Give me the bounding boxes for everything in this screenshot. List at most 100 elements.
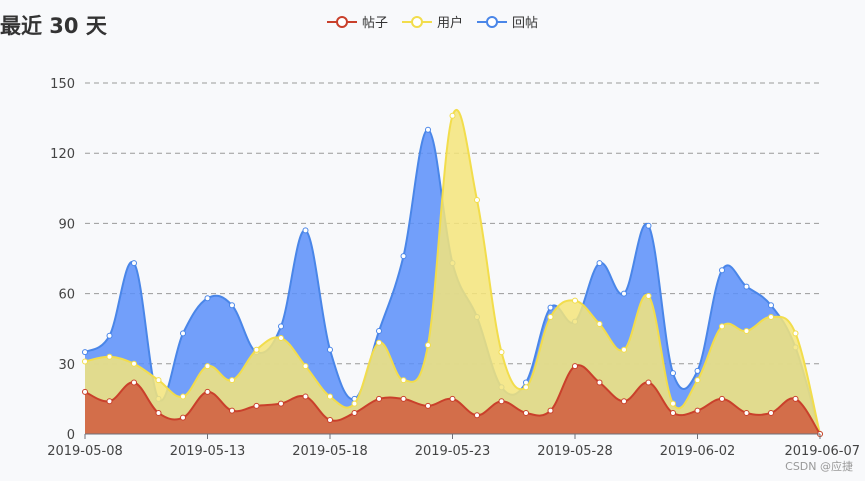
y-tick-label: 0 [67,428,75,443]
data-point-users [302,363,309,370]
data-point-replies [719,267,725,274]
data-point-posts [768,409,774,416]
data-point-posts [572,363,578,370]
data-point-posts [670,409,676,416]
x-tick-label: 2019-06-02 [660,444,736,459]
data-point-posts [204,388,211,395]
legend-circle-icon [326,15,357,28]
y-tick-label: 30 [58,358,75,373]
x-tick-label: 2019-05-23 [415,444,491,459]
data-point-users [376,339,382,346]
data-point-replies [694,367,701,374]
data-point-posts [498,398,505,405]
data-point-posts [523,409,529,416]
data-point-posts [155,409,162,416]
legend-label-replies: 回帖 [512,16,539,31]
data-point-replies [302,227,309,234]
data-point-replies [278,323,284,330]
data-point-posts [719,395,725,402]
data-point-posts [82,388,88,395]
data-point-users [523,384,529,391]
data-point-users [204,363,211,370]
data-point-users [425,342,431,349]
legend-item-posts[interactable]: 帖子 [326,12,388,31]
legend-item-replies[interactable]: 回帖 [477,12,538,31]
data-point-posts [376,395,382,402]
legend-item-users[interactable]: 用户 [401,12,463,31]
data-point-posts [400,395,407,402]
data-point-users [131,360,137,367]
y-tick-label: 120 [50,147,75,162]
data-point-posts [302,393,309,400]
data-point-replies [621,290,627,297]
data-point-users [645,292,652,299]
data-point-users [768,314,774,320]
data-point-users [596,321,603,328]
data-point-posts [351,409,358,416]
watermark: CSDN @应捷 [785,460,853,473]
data-point-users [719,323,725,330]
x-tick-label: 2019-05-08 [47,444,123,459]
x-tick-label: 2019-06-07 [784,444,860,459]
y-tick-label: 60 [58,288,75,303]
x-tick-label: 2019-05-13 [170,444,246,459]
chart-legend: 帖子 用户 回帖 [0,12,865,31]
data-point-replies [376,328,382,335]
data-point-users [155,377,162,384]
series-line-users [84,108,821,435]
y-tick-label: 150 [50,77,75,92]
data-point-replies [106,332,113,339]
data-point-posts [449,395,456,402]
y-tick-label: 90 [58,217,75,232]
data-point-posts [621,398,627,405]
data-point-users [621,346,627,353]
data-point-posts [131,379,137,386]
data-point-replies [204,295,211,302]
data-point-users [82,358,88,365]
legend-label-users: 用户 [436,16,463,31]
data-point-posts [596,379,603,386]
data-point-posts [327,416,333,423]
series-area-users [85,109,820,434]
data-point-users [400,377,407,384]
data-point-posts [792,395,799,402]
data-point-posts [425,402,431,409]
data-point-users [792,330,799,337]
data-point-replies [547,304,554,311]
data-point-posts [278,400,284,407]
legend-circle-icon [401,15,432,28]
data-point-posts [743,409,750,416]
data-point-users [572,297,578,304]
data-point-users [498,349,505,356]
data-point-posts [253,402,260,409]
data-point-users [474,197,480,203]
data-point-users [449,112,456,119]
data-point-users [253,346,260,353]
data-point-replies [596,260,603,267]
data-point-users [743,328,750,335]
data-point-users [327,393,333,400]
legend-circle-icon [477,15,507,28]
data-point-users [278,335,284,342]
data-point-posts [645,379,652,386]
data-point-replies [425,126,431,133]
data-point-users [229,377,235,384]
data-point-replies [645,222,652,229]
x-tick-label: 2019-05-28 [537,444,613,459]
data-point-posts [180,414,186,421]
data-point-replies [131,260,137,267]
data-point-replies [180,330,186,337]
data-point-users [670,400,676,407]
data-point-users [351,400,358,407]
data-point-posts [229,407,235,414]
data-point-users [106,353,113,360]
data-point-users [547,314,554,320]
legend-label-posts: 帖子 [361,16,388,31]
data-point-users [180,393,186,400]
data-point-replies [768,302,774,309]
data-point-posts [474,412,480,419]
data-point-replies [400,253,407,260]
data-point-replies [670,370,676,377]
data-point-users [694,377,701,384]
chart-title: 最近 30 天 [0,14,107,38]
